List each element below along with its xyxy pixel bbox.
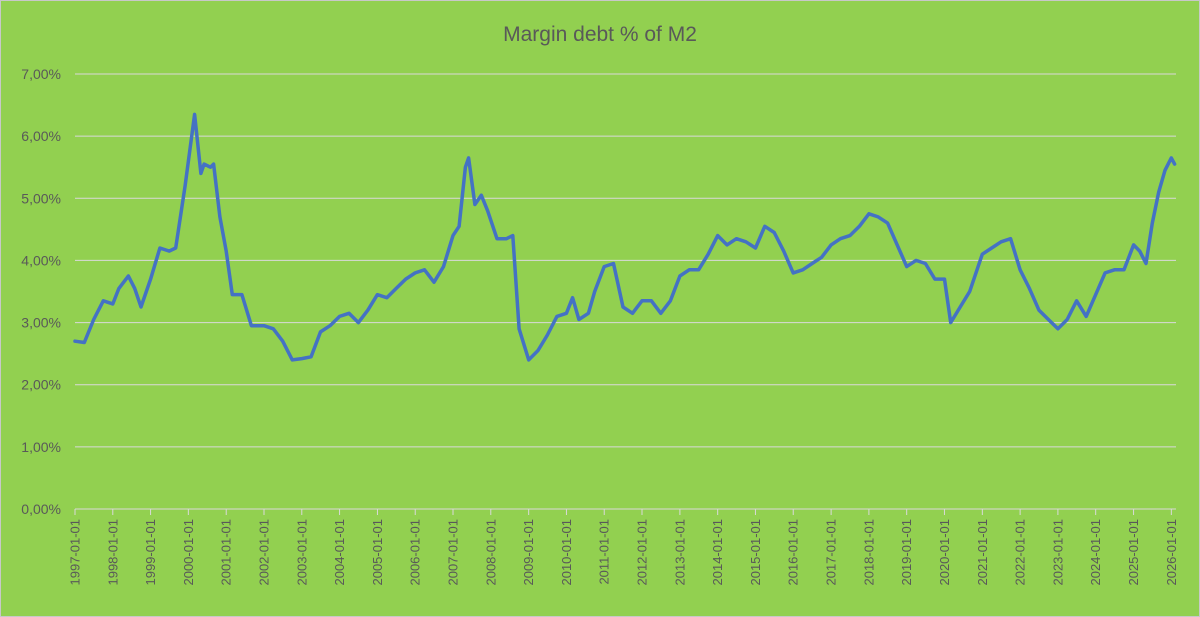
x-tick-label: 1998-01-01 bbox=[105, 519, 120, 586]
x-tick-label: 1997-01-01 bbox=[68, 519, 83, 586]
x-tick-label: 2006-01-01 bbox=[408, 519, 423, 586]
x-tick-label: 2019-01-01 bbox=[899, 519, 914, 586]
x-tick-label: 2008-01-01 bbox=[483, 519, 498, 586]
x-axis: 1997-01-01 1998-01-01 1999-01-01 2000-01-01… bbox=[68, 509, 1179, 586]
y-tick-label: 2,00% bbox=[21, 377, 61, 393]
y-tick-label: 7,00% bbox=[21, 66, 61, 82]
x-tick-label: 2011-01-01 bbox=[597, 519, 612, 585]
y-axis: 0,00% 1,00% 2,00% 3,00% 4,00% 5,00% 6,00% 7,00% bbox=[21, 66, 61, 517]
series-line bbox=[73, 112, 1177, 362]
x-tick-label: 2025-01-01 bbox=[1126, 519, 1141, 586]
y-tick-label: 6,00% bbox=[21, 128, 61, 144]
x-tick-label: 2014-01-01 bbox=[710, 519, 725, 586]
x-tick-label: 2013-01-01 bbox=[672, 519, 687, 586]
series bbox=[73, 112, 1177, 362]
y-tick-label: 4,00% bbox=[21, 252, 61, 268]
y-tick-label: 1,00% bbox=[21, 439, 61, 455]
x-tick-label: 2018-01-01 bbox=[861, 519, 876, 586]
x-tick-label: 2001-01-01 bbox=[219, 519, 234, 586]
x-tick-label: 2023-01-01 bbox=[1050, 519, 1065, 586]
x-tick-label: 2005-01-01 bbox=[370, 519, 385, 586]
gridlines bbox=[75, 73, 1176, 510]
x-tick-label: 2002-01-01 bbox=[257, 519, 272, 586]
x-tick-label: 1999-01-01 bbox=[143, 519, 158, 586]
y-tick-label: 0,00% bbox=[21, 501, 61, 517]
x-tick-label: 2009-01-01 bbox=[521, 519, 536, 586]
x-tick-label: 2000-01-01 bbox=[181, 519, 196, 586]
y-tick-label: 5,00% bbox=[21, 190, 61, 206]
x-tick-label: 2016-01-01 bbox=[786, 519, 801, 586]
x-tick-label: 2015-01-01 bbox=[748, 519, 763, 586]
x-tick-label: 2017-01-01 bbox=[824, 519, 839, 586]
x-tick-label: 2010-01-01 bbox=[559, 519, 574, 586]
x-tick-label: 2024-01-01 bbox=[1088, 519, 1103, 586]
x-tick-label: 2020-01-01 bbox=[937, 519, 952, 586]
x-tick-label: 2022-01-01 bbox=[1013, 519, 1028, 586]
x-tick-label: 2007-01-01 bbox=[446, 519, 461, 586]
chart-title: Margin debt % of M2 bbox=[503, 23, 697, 46]
x-tick-label: 2021-01-01 bbox=[975, 519, 990, 586]
x-tick-label: 2003-01-01 bbox=[294, 519, 309, 586]
x-tick-label: 2026-01-01 bbox=[1164, 519, 1179, 586]
y-tick-label: 3,00% bbox=[21, 315, 61, 331]
x-tick-label: 2012-01-01 bbox=[635, 519, 650, 586]
x-tick-label: 2004-01-01 bbox=[332, 519, 347, 586]
